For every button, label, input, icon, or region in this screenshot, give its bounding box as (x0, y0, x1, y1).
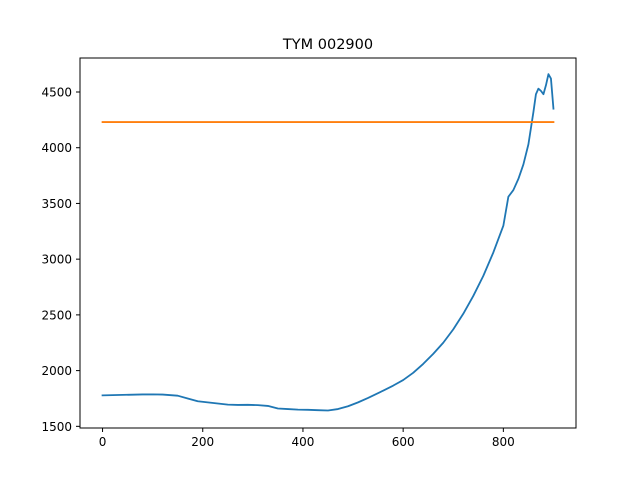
y-tick-label: 2000 (41, 364, 72, 378)
series-line-1 (101, 73, 555, 412)
y-tick-label: 4500 (41, 85, 72, 99)
y-tick-label: 3500 (41, 197, 72, 211)
x-tick-label: 400 (291, 435, 314, 449)
plot-frame (79, 57, 577, 429)
y-tick-label: 2500 (41, 308, 72, 322)
axis-layer: 0 200 400 600 800 1500 2000 2500 3000 3500 4000 450… (41, 85, 514, 449)
x-tick-label: 200 (191, 435, 214, 449)
y-tick-label: 4000 (41, 141, 72, 155)
x-tick-label: 600 (392, 435, 415, 449)
x-tick-label: 800 (492, 435, 515, 449)
x-tick-label: 0 (99, 435, 107, 449)
series-layer (101, 73, 555, 412)
chart-title: TYM 002900 (282, 37, 373, 53)
y-tick-label: 1500 (41, 420, 72, 434)
y-tick-label: 3000 (41, 253, 72, 267)
